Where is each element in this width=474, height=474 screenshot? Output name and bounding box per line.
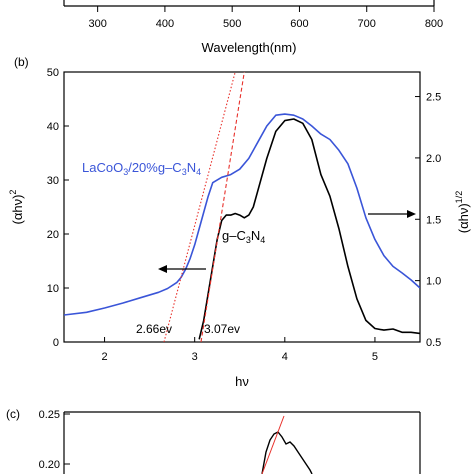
panel-b-ytick-label: 0: [53, 337, 59, 349]
panel-b-y-left-exp: 2: [8, 190, 18, 195]
series-line-g-c3n4: [198, 118, 420, 340]
edge-label-2-66ev: 2.66ev: [136, 322, 172, 336]
panel-b-xtick-label: 4: [282, 351, 288, 363]
panel-c-tangent-fragment: [261, 415, 285, 474]
panel-b-y-right-base: (αhν): [456, 203, 471, 233]
panel-b-y-right-exp: 1/2: [454, 191, 464, 204]
panel-a-xtick-label: 600: [290, 18, 308, 30]
panel-a-xtick-label: 400: [156, 18, 174, 30]
annotation-gc3n4: g–C3N4: [222, 228, 265, 245]
panel-b-x-axis-title: hν: [235, 374, 249, 389]
panel-c-ytick-label-0-25: 0.25: [39, 409, 60, 421]
series-line-tangent-3-07ev: [200, 72, 245, 342]
panel-b-ytick-label: 20: [47, 229, 59, 241]
arrow-right-axis: [368, 210, 416, 218]
panel-b-y-axis-right-title: (αhν)1/2: [454, 191, 471, 233]
series-line-tangent-2-66ev: [163, 72, 236, 342]
panel-a: 300 400 500 600 700 800 Wavelength(nm): [63, 0, 443, 55]
series-line-lacoo3-20-g-c3n4: [64, 113, 420, 316]
panel-b-series-clip: [64, 72, 420, 342]
panel-c: (c) 0.25 0.20: [6, 407, 421, 474]
panel-b-y-axis-left-title: (αhν)2: [8, 190, 25, 225]
panel-c-label: (c): [6, 407, 20, 421]
panel-b-plot-frame: [63, 71, 421, 343]
panel-b-y2tick-label: 0.5: [426, 337, 441, 349]
arrow-left-axis: [158, 265, 206, 273]
panel-b-series: [64, 72, 420, 342]
panel-b-xtick-label: 5: [372, 351, 378, 363]
panel-b-y2tick-label: 1.5: [426, 214, 441, 226]
panel-b-ytick-label: 30: [47, 175, 59, 187]
panel-a-xtick-label: 800: [425, 18, 443, 30]
panel-b-ytick-label: 50: [47, 67, 59, 79]
panel-a-x-ticks: 300 400 500 600 700 800: [88, 6, 443, 30]
panel-b-ytick-label: 40: [47, 121, 59, 133]
panel-b-xtick-label: 2: [101, 351, 107, 363]
annotation-lacoo3-composite: LaCoO3/20%g–C3N4: [82, 160, 201, 177]
panel-b-y2tick-label: 1.0: [426, 276, 441, 288]
panel-b-ytick-label: 10: [47, 283, 59, 295]
edge-label-3-07ev: 3.07ev: [204, 322, 240, 336]
panel-a-x-axis-title: Wavelength(nm): [202, 40, 297, 55]
panel-a-xtick-label: 300: [88, 18, 106, 30]
panel-b-y-left-base: (αhν): [10, 195, 25, 225]
panel-c-ytick-label-0-20: 0.20: [39, 459, 60, 471]
panel-b-y2tick-label: 2.0: [426, 153, 441, 165]
panel-a-xtick-label: 700: [358, 18, 376, 30]
panel-b-y2tick-label: 2.5: [426, 92, 441, 104]
panel-b-label: (b): [14, 55, 29, 69]
panel-b-xtick-label: 3: [192, 351, 198, 363]
panel-c-curve-fragment: [261, 431, 313, 474]
panel-a-xtick-label: 500: [223, 18, 241, 30]
